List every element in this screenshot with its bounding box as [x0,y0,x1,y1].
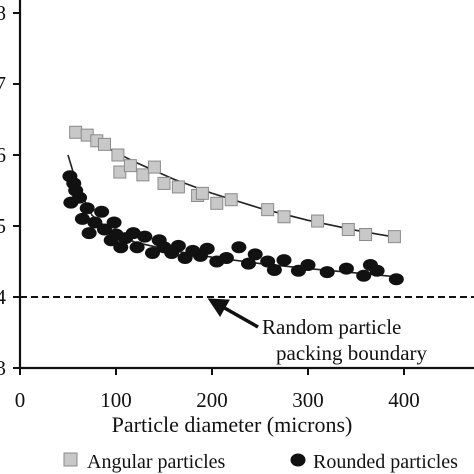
angular-point [341,223,355,237]
y-axis: 3 4 5 6 7 8 [0,0,22,380]
rounded-point [199,242,215,255]
annotation: Random particle packing boundary [207,298,428,365]
angular-point [311,214,325,228]
x-tick-label: 300 [292,388,324,412]
angular-point [97,137,111,151]
angular-point [69,125,83,139]
x-axis-label: Particle diameter (microns) [112,412,353,437]
legend-marker-rounded [290,453,306,467]
angular-point [195,186,209,200]
x-tick-label: 200 [196,388,228,412]
rounded-point [87,216,103,229]
y-tick-label: 3 [0,356,6,380]
annotation-arrow [207,298,259,329]
rounded-point [247,248,263,261]
rounded-point [240,257,256,270]
y-tick-label: 4 [0,285,7,309]
rounded-point [144,246,160,259]
rounded-point [96,223,112,236]
rounded-point [81,227,97,240]
rounded-point [338,262,354,275]
x-ticks: 0 100 200 300 400 [15,368,420,412]
angular-point [147,160,161,174]
y-tick-label: 7 [0,72,6,96]
angular-point [359,228,373,242]
x-axis: 0 100 200 300 400 Particle diameter (microns… [15,366,474,437]
data-points [62,125,404,286]
angular-point [157,176,171,190]
legend: Angular particles Rounded particles [63,451,458,473]
legend-label-angular: Angular particles [87,451,225,473]
angular-point [261,203,275,217]
rounded-point [170,239,186,252]
x-tick-label: 0 [15,388,26,412]
annotation-line-2: packing boundary [276,341,428,365]
rounded-point [260,255,276,268]
angular-point [224,193,238,207]
rounded-point [74,212,90,225]
rounded-point [106,216,122,229]
rounded-point [113,241,129,254]
angular-point [210,196,224,210]
rounded-point [129,241,145,254]
rounded-point [79,202,95,215]
rounded-point [300,259,316,272]
y-tick-label: 5 [0,214,6,238]
rounded-point [218,251,234,264]
angular-point [387,230,401,244]
rounded-point [137,230,153,243]
rounded-point [276,254,292,267]
rounded-point [266,264,282,277]
angular-point [171,180,185,194]
angular-point [111,148,125,162]
angular-point [123,159,137,173]
rounded-point [72,191,88,204]
angular-point [277,210,291,224]
legend-label-rounded: Rounded particles [313,451,458,473]
x-tick-label: 100 [100,388,132,412]
rounded-point [319,266,335,279]
y-tick-label: 6 [0,143,6,167]
y-ticks: 3 4 5 6 7 8 [0,1,20,380]
rounded-point [125,227,141,240]
rounded-point [94,205,110,218]
angular-point [136,168,150,182]
rounded-point [369,264,385,277]
legend-marker-angular [63,452,78,467]
y-tick-label: 8 [0,1,6,25]
rounded-point [231,241,247,254]
rounded-point [356,269,372,282]
x-tick-label: 400 [388,388,420,412]
annotation-line-1: Random particle [262,315,401,339]
rounded-point [388,273,404,286]
